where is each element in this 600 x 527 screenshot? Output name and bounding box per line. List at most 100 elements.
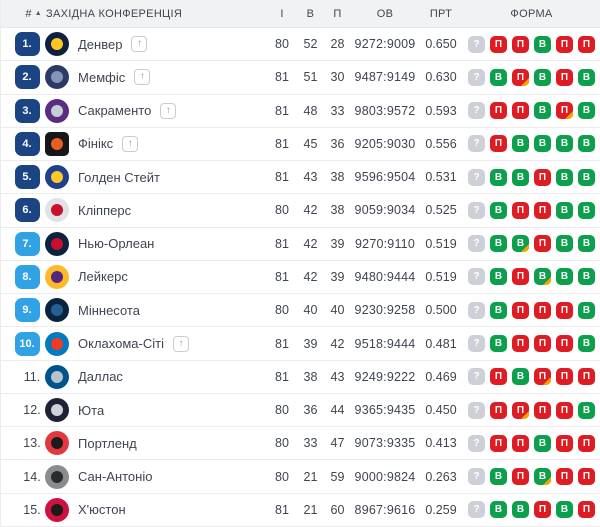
form-badge-unknown: ?	[468, 35, 485, 53]
team-name: Міннесота	[78, 302, 140, 318]
team-logo-icon	[45, 264, 69, 289]
form-badge-win: В	[578, 168, 595, 186]
team-cell[interactable]: Нью-Орлеан	[45, 231, 267, 256]
rank-cell: 15.	[9, 503, 45, 517]
team-cell[interactable]: Міннесота	[45, 298, 267, 323]
form-badge-win: В	[578, 102, 595, 120]
team-cell[interactable]: Юта	[45, 398, 267, 423]
form-badge-win: В	[490, 335, 507, 353]
form-badge-win: В	[512, 368, 529, 386]
seed-badge: 4.	[14, 131, 40, 156]
seed-badge: 5.	[14, 165, 40, 190]
form-badge-loss: П	[534, 168, 551, 186]
form-badge-unknown: ?	[468, 268, 485, 286]
form-badge-win: В	[578, 68, 595, 86]
pct-cell: 0.650	[425, 37, 457, 52]
form-cell: ? В П В П В	[463, 68, 600, 86]
team-cell[interactable]: Х'юстон	[45, 497, 267, 522]
team-cell[interactable]: Голден Стейт	[45, 165, 267, 190]
form-cell: ? П П В П П	[463, 35, 600, 53]
wins-cell: 21	[303, 469, 318, 484]
form-badge-loss: П	[512, 201, 529, 219]
rank-label: 15.	[23, 502, 41, 517]
pct-cell: 0.519	[425, 269, 457, 284]
points-cell: 9596:9504	[354, 170, 416, 185]
points-column-header[interactable]: ОВ	[376, 7, 394, 20]
seed-badge: 10.	[14, 331, 40, 356]
losses-cell: 36	[330, 136, 345, 151]
team-cell[interactable]: Денвер ↑	[45, 32, 267, 57]
pct-cell: 0.531	[425, 170, 457, 185]
team-logo-inner	[51, 204, 63, 217]
team-cell[interactable]: Мемфіс ↑	[45, 65, 267, 90]
pct-cell: 0.413	[425, 436, 457, 451]
games-cell: 80	[275, 37, 289, 52]
table-row: 13. Портленд 80 33 47 9073:9335 0.413? П П В П П	[1, 427, 600, 461]
points-cell: 9518:9444	[354, 336, 416, 351]
rank-cell: 8.	[9, 264, 45, 289]
points-cell: 9059:9034	[354, 203, 416, 218]
points-cell: 9487:9149	[354, 70, 416, 85]
rank-cell: 2.	[9, 65, 45, 90]
team-logo-icon	[45, 198, 69, 223]
form-badge-unknown: ?	[468, 401, 485, 419]
promotion-arrow-icon: ↑	[160, 102, 177, 119]
form-badge-loss: П	[534, 335, 551, 353]
team-logo-icon	[45, 464, 69, 489]
team-logo-inner	[51, 137, 63, 150]
games-cell: 81	[275, 236, 289, 251]
form-badge-unknown: ?	[468, 102, 485, 120]
games-cell: 80	[275, 436, 289, 451]
team-cell[interactable]: Даллас	[45, 364, 267, 389]
team-logo-icon	[45, 497, 69, 522]
team-logo-inner	[51, 104, 63, 117]
seed-badge: 7.	[14, 231, 40, 256]
team-cell[interactable]: Оклахома-Сіті ↑	[45, 331, 267, 356]
team-cell[interactable]: Фінікс ↑	[45, 131, 267, 156]
form-badge-loss: П	[556, 68, 573, 86]
wins-column-header[interactable]: В	[306, 7, 315, 20]
form-badge-win: В	[512, 235, 529, 253]
rank-label: 11.	[23, 369, 41, 384]
rank-column-header[interactable]: # ▲	[9, 8, 45, 20]
team-cell[interactable]: Лейкерс	[45, 264, 267, 289]
rank-cell: 7.	[9, 231, 45, 256]
wins-cell: 42	[303, 203, 318, 218]
form-badge-win: В	[578, 268, 595, 286]
pct-cell: 0.263	[425, 469, 457, 484]
pct-column-header[interactable]: ПРТ	[429, 7, 453, 20]
losses-cell: 59	[330, 469, 345, 484]
form-cell: ? П В В В В	[463, 135, 600, 153]
points-cell: 9073:9335	[354, 436, 416, 451]
promotion-arrow-icon: ↑	[172, 335, 189, 352]
team-logo-icon	[45, 331, 69, 356]
team-cell[interactable]: Портленд	[45, 431, 267, 456]
losses-cell: 60	[330, 502, 345, 517]
form-cell: ? В В П В В	[463, 235, 600, 253]
form-badge-unknown: ?	[468, 68, 485, 86]
team-logo-inner	[51, 503, 63, 516]
losses-cell: 39	[330, 236, 345, 251]
conference-header[interactable]: ЗАХІДНА КОНФЕРЕНЦІЯ	[46, 7, 183, 20]
team-cell[interactable]: Кліпперс	[45, 198, 267, 223]
pct-cell: 0.519	[425, 236, 457, 251]
losses-column-header[interactable]: П	[333, 7, 342, 20]
team-cell[interactable]: Сакраменто ↑	[45, 98, 267, 123]
wins-cell: 42	[303, 236, 318, 251]
promotion-arrow-icon: ↑	[131, 36, 148, 53]
team-name: Сан-Антоніо	[78, 469, 153, 485]
games-cell: 80	[275, 303, 289, 318]
team-cell[interactable]: Сан-Антоніо	[45, 464, 267, 489]
seed-badge: 1.	[14, 32, 40, 57]
wins-cell: 52	[303, 37, 318, 52]
wins-cell: 42	[303, 269, 318, 284]
form-badge-win: В	[578, 201, 595, 219]
form-cell: ? П П В П П	[463, 434, 600, 452]
rank-cell: 5.	[9, 165, 45, 190]
team-name: Фінікс	[78, 136, 114, 152]
form-badge-loss: П	[534, 301, 551, 319]
form-column-header[interactable]: ФОРМА	[510, 7, 553, 20]
games-column-header[interactable]: І	[280, 7, 284, 20]
seed-badge: 6.	[14, 198, 40, 223]
pct-cell: 0.630	[425, 70, 457, 85]
